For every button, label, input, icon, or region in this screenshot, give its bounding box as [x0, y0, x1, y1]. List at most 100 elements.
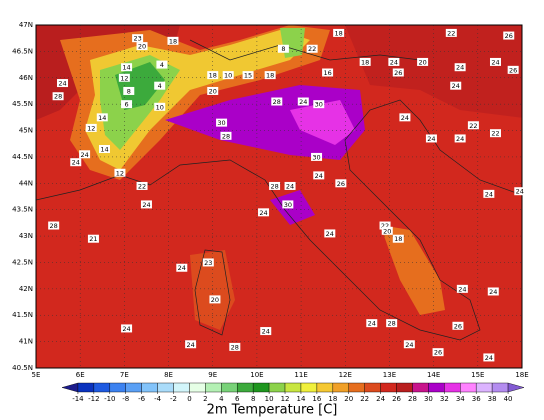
station-box: [425, 134, 437, 143]
map-frame: [35, 24, 523, 369]
station-box: [507, 65, 519, 74]
station-value: 24: [58, 80, 66, 88]
station-box: [454, 134, 466, 143]
station-box: [242, 71, 254, 80]
station-box: [483, 189, 495, 198]
station-box: [311, 152, 323, 161]
station-box: [489, 57, 501, 66]
station-value: 21: [89, 235, 97, 243]
colorbar-swatch: [252, 382, 270, 393]
station-box: [98, 145, 110, 154]
station-value: 28: [388, 320, 396, 328]
temperature-field: [36, 25, 522, 368]
station-value: 8: [281, 45, 285, 53]
y-tick-label: 41.5N: [12, 311, 33, 319]
station-value: 22: [469, 122, 477, 130]
colorbar-swatch: [491, 382, 509, 393]
y-tick-label: 46N: [19, 74, 33, 82]
station-value: 24: [326, 230, 334, 238]
colorbar-swatch: [61, 382, 79, 393]
station-value: 14: [98, 114, 106, 122]
colorbar-swatch: [77, 382, 95, 393]
colorbar-label: 20: [344, 395, 353, 403]
coastlines: [36, 39, 522, 341]
colorbar-label: 6: [235, 395, 240, 403]
station-value: 22: [308, 45, 316, 53]
station-value: 24: [390, 58, 398, 66]
colorbar-swatch: [125, 382, 142, 393]
station-value: 24: [452, 82, 460, 90]
station-value: 28: [50, 222, 58, 230]
station-box: [121, 324, 133, 333]
colorbar: -14 -12 -10 -8 -6 -4 -2 0 2 4 6 8 10 12 14 16 18 20 22 24 26…: [61, 382, 525, 403]
colorbar-swatch: [364, 382, 381, 393]
station-box: [202, 258, 214, 267]
colorbar-label: -6: [138, 395, 146, 403]
station-box: [167, 36, 179, 45]
station-value: 24: [456, 135, 464, 143]
colorbar-swatch: [189, 382, 206, 393]
station-value: 26: [337, 180, 345, 188]
station-box: [271, 97, 283, 106]
colorbar-label: 10: [265, 395, 274, 403]
colorbar-label: -12: [88, 395, 99, 403]
station-value: 24: [178, 264, 186, 272]
station-value: 28: [222, 132, 230, 140]
colorbar-swatch: [173, 382, 190, 393]
station-value: 12: [120, 74, 128, 82]
colorbar-swatch: [284, 382, 302, 393]
station-box: [229, 342, 241, 351]
station-box: [392, 234, 404, 243]
colorbar-swatch: [93, 382, 110, 393]
station-box: [176, 263, 188, 272]
station-box: [154, 81, 166, 90]
station-value: 24: [405, 341, 413, 349]
station-value: 28: [273, 98, 281, 106]
station-box: [454, 63, 466, 72]
station-value: 22: [381, 222, 389, 230]
station-box: [489, 129, 501, 138]
colorbar-label: 14: [297, 395, 306, 403]
station-box: [136, 42, 148, 51]
map-title: 2m Temperature [C]: [207, 403, 338, 418]
colorbar-swatch: [300, 382, 318, 393]
station-box: [260, 327, 272, 336]
x-tick-label: 11E: [294, 371, 307, 379]
station-value: 14: [122, 64, 130, 72]
colorbar-label: 26: [392, 395, 401, 403]
station-box: [388, 57, 400, 66]
station-box: [284, 181, 296, 190]
station-box: [324, 229, 336, 238]
station-value: 26: [454, 322, 462, 330]
y-tick-label: 43.5N: [12, 206, 33, 214]
station-value: 24: [142, 201, 150, 209]
field-region: [345, 25, 522, 118]
station-value: 20: [209, 87, 217, 95]
station-box: [392, 68, 404, 77]
station-box: [207, 86, 219, 95]
station-box: [156, 60, 168, 69]
station-value: 18: [209, 72, 217, 80]
colorbar-label: 4: [219, 395, 224, 403]
station-box: [258, 208, 270, 217]
colorbar-label: 12: [281, 395, 290, 403]
station-value: 22: [138, 182, 146, 190]
station-box: [417, 57, 429, 66]
x-tick-label: 6E: [76, 371, 85, 379]
station-value: 18: [361, 58, 369, 66]
station-value: 24: [315, 172, 323, 180]
station-value: 12: [87, 124, 95, 132]
station-box: [136, 181, 148, 190]
station-box: [52, 92, 64, 101]
station-box: [57, 79, 69, 88]
x-tick-label: 15E: [471, 371, 484, 379]
station-value: 24: [489, 288, 497, 296]
colorbar-label: 2: [203, 395, 207, 403]
station-box: [121, 100, 133, 109]
station-box: [381, 226, 393, 235]
station-box: [222, 71, 234, 80]
station-value: 24: [401, 114, 409, 122]
y-tick-label: 42N: [19, 285, 33, 293]
station-value: 18: [335, 29, 343, 37]
